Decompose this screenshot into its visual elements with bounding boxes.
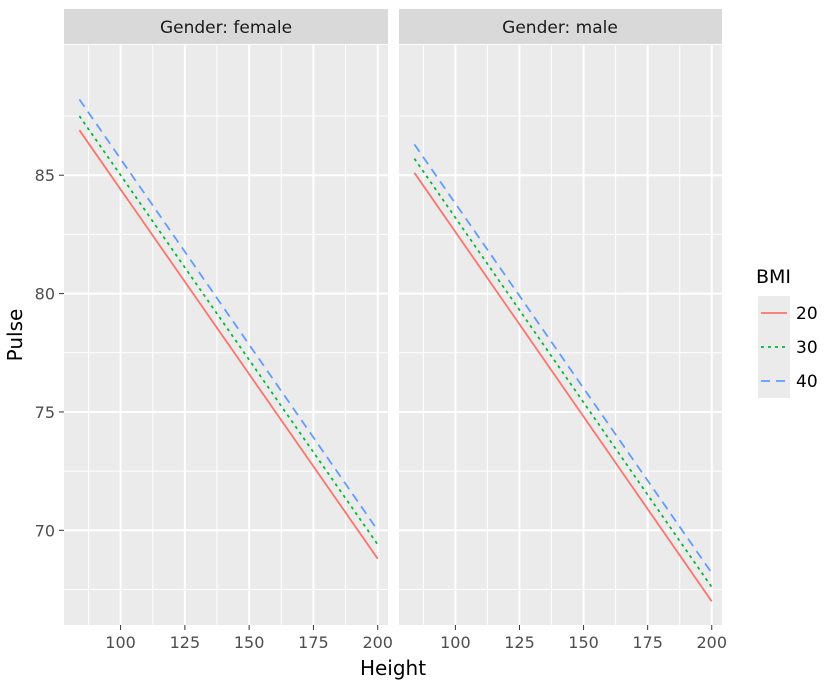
x-tick-label: 100 [440,633,471,652]
strip-background [399,9,722,44]
y-tick-label: 70 [35,521,55,540]
series-group [78,98,379,560]
legend-label-30: 30 [796,338,818,358]
series-line-bmi-40 [413,143,713,574]
panel-female: Gender: female [64,9,388,625]
x-axis-title: Height [360,656,426,680]
x-tick-label: 150 [568,633,599,652]
strip-background [64,9,388,44]
x-axis: 100 125 150 175 200 100 125 150 175 200 [105,625,727,652]
plot-background [64,45,388,625]
strip-label-female: Gender: female [160,18,292,38]
x-tick-label: 200 [362,633,393,652]
series-group [413,143,713,602]
strip-label-male: Gender: male [502,18,618,38]
x-tick-label: 150 [234,633,265,652]
legend: BMI 20 30 40 [756,266,818,398]
series-line-bmi-30 [78,115,379,546]
legend-title: BMI [756,266,791,288]
panel-male: Gender: male [399,9,722,625]
y-tick-label: 75 [35,403,55,422]
series-line-bmi-30 [413,158,713,588]
y-axis: 70 75 80 85 [35,166,64,540]
x-tick-label: 100 [105,633,136,652]
x-tick-label: 125 [170,633,201,652]
series-line-bmi-40 [78,98,379,531]
y-tick-label: 80 [35,285,55,304]
plot-background [399,45,722,625]
legend-label-40: 40 [796,372,818,392]
x-tick-label: 125 [504,633,535,652]
grid [64,45,388,625]
series-line-bmi-20 [78,129,379,560]
series-line-bmi-20 [413,172,713,602]
y-tick-label: 85 [35,166,55,185]
grid [399,45,722,625]
y-axis-title: Pulse [3,309,27,362]
legend-label-20: 20 [796,304,818,324]
x-tick-label: 175 [632,633,663,652]
x-tick-label: 200 [696,633,727,652]
x-tick-label: 175 [298,633,329,652]
